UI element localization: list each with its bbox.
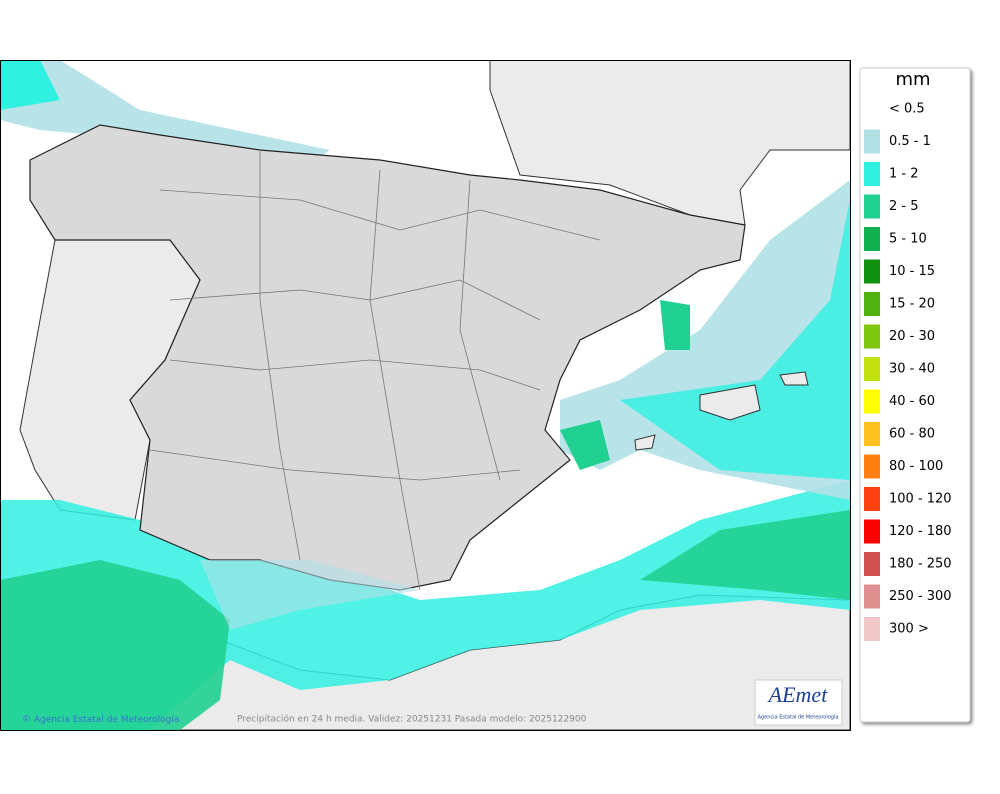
legend-swatch [864,487,880,511]
legend-items: < 0.5 0.5 - 1 1 - 2 2 - 5 5 - 10 10 - 15 15 - … [864,102,952,641]
caption: Precipitación en 24 h media. Validez: 20… [237,714,587,725]
legend-swatch [864,292,880,316]
logo-subtitle: Agencia Estatal de Meteorología [758,714,839,721]
legend-swatch [864,552,880,576]
legend-swatch [864,422,880,446]
legend-swatch [864,162,880,186]
legend-label: 40 - 60 [889,394,935,409]
legend-label: 5 - 10 [889,232,927,247]
legend-swatch [864,227,880,251]
legend-label: 80 - 100 [889,459,943,474]
logo-box [754,679,843,726]
legend-swatch [864,584,880,609]
legend-swatch [864,519,880,544]
legend-label: 300 > [889,622,929,637]
legend-swatch [864,259,880,284]
legend-box [859,67,971,723]
legend-label: 60 - 80 [889,427,935,442]
legend-label: 30 - 40 [889,362,935,377]
legend-label: 2 - 5 [889,199,919,214]
legend-label: 0.5 - 1 [889,134,931,149]
legend-swatch [864,357,880,381]
map [0,60,850,730]
legend-label: 15 - 20 [889,297,935,312]
legend-swatch [864,324,880,349]
legend-swatch [864,454,880,479]
legend-label: < 0.5 [889,102,925,117]
legend-label: 20 - 30 [889,329,935,344]
copyright-text: Agencia Estatal de Meteorología [34,715,180,725]
legend-label: 120 - 180 [889,524,952,539]
legend-swatch [864,617,880,641]
legend-swatch [864,129,880,154]
legend-label: 1 - 2 [889,167,919,182]
legend-label: 100 - 120 [889,492,952,507]
copyright: © Agencia Estatal de Meteorología [22,715,179,725]
legend-title: mm [895,69,930,90]
legend-label: 250 - 300 [889,589,952,604]
legend-label: 10 - 15 [889,264,935,279]
legend-swatch [864,389,880,414]
logo-text: AEmet [767,682,829,707]
legend-label: 180 - 250 [889,557,952,572]
legend-swatch [864,194,880,219]
